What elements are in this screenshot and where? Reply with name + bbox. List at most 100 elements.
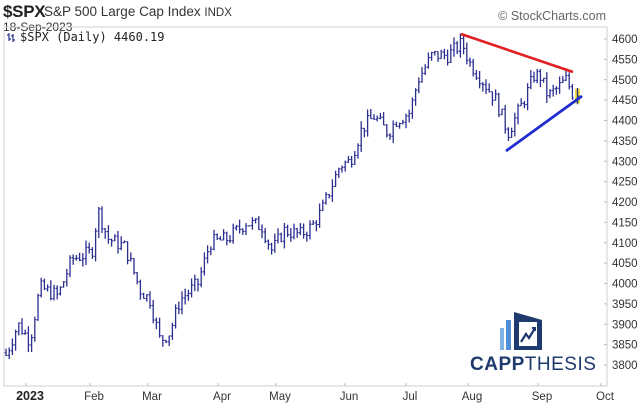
y-tick-label: 3900 xyxy=(612,319,638,331)
trendlines xyxy=(460,32,583,153)
y-tick-label: 4250 xyxy=(612,177,638,189)
ohlc-bar xyxy=(318,203,321,228)
ohlc-bar xyxy=(308,220,312,240)
ohlc-bar xyxy=(452,37,456,57)
ohlc-bar xyxy=(423,64,427,75)
ohlc-bar xyxy=(119,236,123,251)
ohlc-bar xyxy=(459,33,462,58)
ohlc-bar xyxy=(91,247,94,259)
ohlc-bar xyxy=(535,68,539,84)
ohlc-bar xyxy=(139,279,142,300)
ohlc-bar xyxy=(193,274,197,292)
ohlc-bar xyxy=(295,227,299,238)
ohlc-bar xyxy=(321,199,325,211)
ohlc-bar xyxy=(209,246,213,256)
ohlc-bar xyxy=(68,255,72,278)
ohlc-bar xyxy=(225,231,229,246)
ohlc-bar xyxy=(398,122,401,129)
y-tick-label: 4500 xyxy=(612,75,638,87)
ohlc-bar xyxy=(39,277,43,298)
ohlc-bar xyxy=(484,79,488,95)
logo-bold: CAPP xyxy=(470,354,525,375)
ohlc-bar xyxy=(100,206,104,234)
ohlc-bar xyxy=(52,284,56,301)
ohlc-bar xyxy=(407,109,411,123)
ohlc-bar xyxy=(481,82,485,92)
ohlc-bar xyxy=(363,127,366,138)
resistance-trendline xyxy=(460,32,574,74)
y-tick-label: 4150 xyxy=(612,217,638,229)
ohlc-bar xyxy=(372,114,376,120)
ohlc-bar xyxy=(539,69,542,88)
y-tick-label: 4050 xyxy=(612,258,638,270)
y-axis: 3800 3850 3900 3950 4000 4050 4100 4150 4200 4250… xyxy=(604,34,638,372)
ohlc-bar xyxy=(254,218,257,224)
ohlc-bar xyxy=(311,220,315,225)
ohlc-bar xyxy=(299,223,302,236)
ohlc-bar xyxy=(251,217,254,230)
ohlc-bar xyxy=(62,281,65,288)
ohlc-bar xyxy=(468,57,472,67)
ohlc-bar xyxy=(510,127,513,139)
ohlc-bar xyxy=(174,304,177,329)
ohlc-bar xyxy=(260,224,264,239)
ohlc-bar xyxy=(257,216,261,231)
ohlc-bar xyxy=(183,288,187,305)
ohlc-bar xyxy=(558,76,561,94)
ohlc-bar xyxy=(465,42,469,65)
ohlc-bar xyxy=(516,103,520,125)
ohlc-bar xyxy=(241,228,245,235)
ohlc-bar xyxy=(196,278,200,292)
ohlc-bar xyxy=(135,272,139,285)
ohlc-bar xyxy=(439,49,443,60)
x-tick-label: Aug xyxy=(462,391,482,403)
ohlc-bar xyxy=(417,77,421,94)
index-full-name: S&P 500 Large Cap Index xyxy=(44,4,201,19)
y-tick-label: 3800 xyxy=(612,360,638,372)
ohlc-bar xyxy=(414,88,417,106)
ohlc-bar xyxy=(369,108,373,120)
ohlc-bar xyxy=(420,66,424,83)
ohlc-bar xyxy=(14,329,17,351)
ohlc-bar xyxy=(305,231,309,242)
ohlc-bar xyxy=(103,228,107,239)
ohlc-bar xyxy=(97,206,101,239)
ohlc-bar xyxy=(116,230,120,254)
ohlc-bar xyxy=(388,133,392,140)
x-tick-label: Oct xyxy=(596,391,615,403)
y-tick-label: 4400 xyxy=(612,116,638,128)
ohlc-bar xyxy=(551,84,555,97)
ohlc-bar xyxy=(353,150,357,165)
ohlc-bar xyxy=(46,284,49,292)
ohlc-bar xyxy=(487,83,491,93)
ohlc-bar xyxy=(395,121,398,127)
ohlc-bar xyxy=(446,49,449,66)
ohlc-bar xyxy=(36,293,40,321)
ohlc-bar xyxy=(500,108,504,116)
ohlc-bar xyxy=(113,234,117,242)
ohlc-bar xyxy=(206,245,209,264)
ohlc-bar xyxy=(401,119,405,125)
x-tick-label: Jun xyxy=(340,391,359,403)
x-tick-label: Mar xyxy=(142,391,162,403)
ohlc-bar xyxy=(222,229,225,241)
ohlc-bar xyxy=(532,71,536,83)
ohlc-bar xyxy=(542,77,545,83)
ohlc-bar xyxy=(337,167,341,179)
ohlc-bar xyxy=(43,278,46,291)
ohlc-bar xyxy=(238,219,241,234)
ohlc-bar xyxy=(55,285,59,300)
ohlc-bar xyxy=(548,89,552,99)
ohlc-bar xyxy=(411,97,414,119)
ohlc-bar xyxy=(475,69,478,80)
symbol: $SPX xyxy=(3,2,46,21)
ohlc-bar xyxy=(555,86,558,95)
ohlc-bar xyxy=(33,316,37,342)
ohlc-bar xyxy=(49,280,53,301)
ohlc-bar xyxy=(7,347,11,360)
y-tick-label: 4300 xyxy=(612,156,638,168)
ohlc-bar xyxy=(526,83,529,111)
x-tick-label: Apr xyxy=(213,391,231,403)
ohlc-bar xyxy=(199,267,203,288)
